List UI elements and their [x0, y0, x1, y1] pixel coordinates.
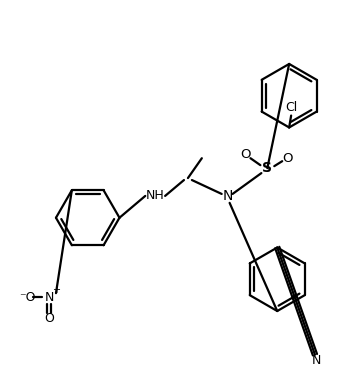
Text: +: +	[52, 285, 60, 295]
Text: O: O	[282, 152, 292, 165]
Text: ⁻O: ⁻O	[19, 291, 35, 304]
Text: Cl: Cl	[285, 100, 297, 113]
Text: N: N	[312, 354, 321, 367]
Text: O: O	[240, 148, 251, 161]
Text: O: O	[44, 312, 54, 326]
Text: N: N	[44, 291, 54, 304]
Text: NH: NH	[146, 189, 165, 202]
Text: N: N	[222, 189, 233, 203]
Text: S: S	[262, 161, 272, 175]
